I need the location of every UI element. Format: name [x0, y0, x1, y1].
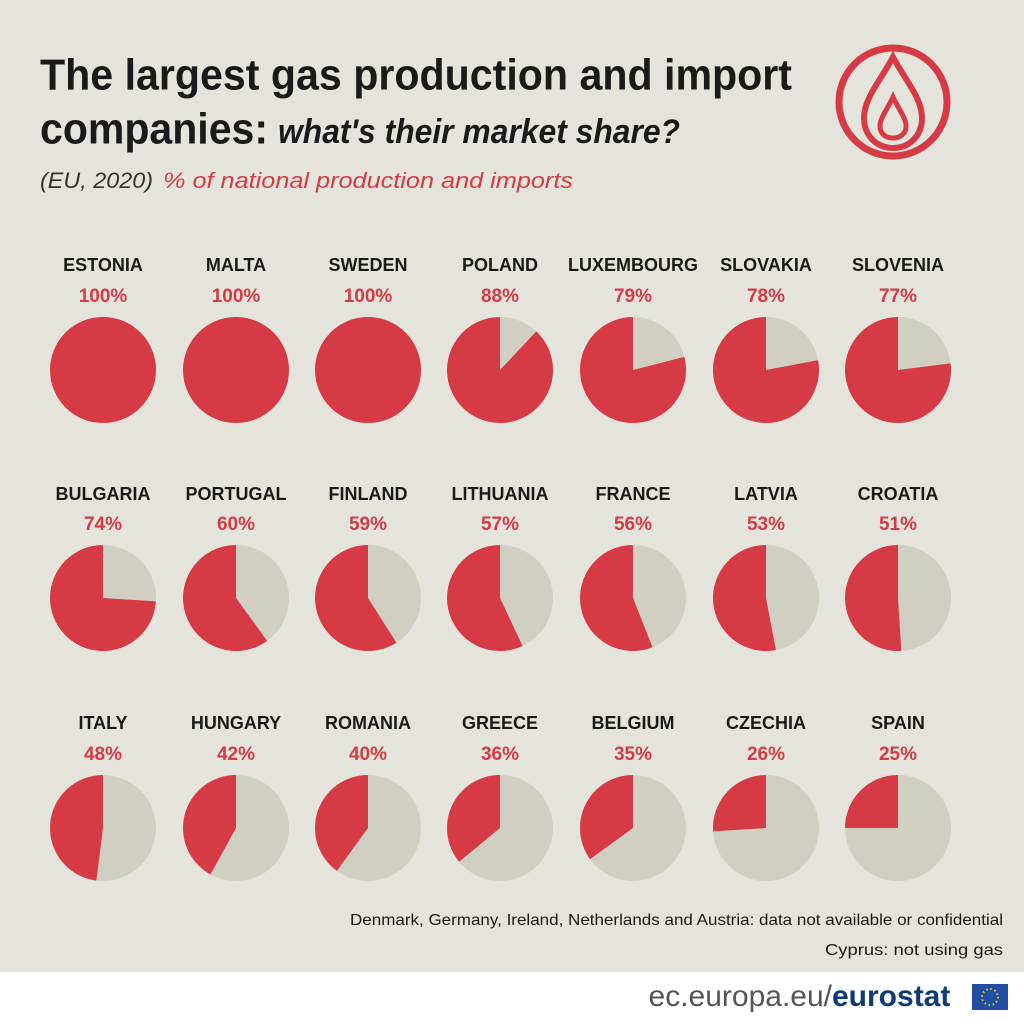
footer-band — [0, 972, 1024, 1024]
country-label: BELGIUM — [592, 713, 675, 733]
country-label: GREECE — [462, 713, 538, 733]
value-label: 88% — [481, 286, 519, 307]
value-label: 74% — [84, 514, 122, 535]
value-label: 79% — [614, 286, 652, 307]
country-label: LATVIA — [734, 484, 798, 504]
pie-slice — [315, 317, 421, 423]
value-label: 59% — [349, 514, 387, 535]
pie-slice — [183, 317, 289, 423]
pie-slice — [314, 775, 368, 871]
value-label: 35% — [614, 744, 652, 765]
subtitle-unit: % of national production and imports — [163, 168, 573, 193]
pie-slice — [50, 317, 156, 423]
title: companies: — [40, 105, 268, 154]
country-label: LITHUANIA — [452, 484, 549, 504]
country-label: POLAND — [462, 255, 538, 275]
value-label: 53% — [747, 514, 785, 535]
eu-flag — [972, 984, 1008, 1010]
pie-slice — [49, 545, 156, 651]
value-label: 48% — [84, 744, 122, 765]
country-label: BULGARIA — [56, 484, 151, 504]
pie-slice — [713, 545, 776, 651]
country-label: SLOVAKIA — [720, 255, 812, 275]
value-label: 51% — [879, 514, 917, 535]
pie-slice — [49, 775, 103, 881]
country-label: HUNGARY — [191, 713, 281, 733]
pie-slice — [579, 545, 653, 652]
value-label: 42% — [217, 744, 255, 765]
country-label: CROATIA — [858, 484, 939, 504]
country-label: SPAIN — [871, 713, 925, 733]
value-label: 36% — [481, 744, 519, 765]
pie-slice — [580, 775, 633, 860]
pie-slice — [713, 317, 819, 424]
country-label: LUXEMBOURG — [568, 255, 698, 275]
value-label: 100% — [212, 286, 261, 307]
value-label: 56% — [614, 514, 652, 535]
source-domain: ec.europa.eu/ — [649, 980, 833, 1013]
country-label: ITALY — [78, 713, 127, 733]
country-label: PORTUGAL — [186, 484, 287, 504]
source-name: eurostat — [832, 980, 950, 1013]
country-label: FINLAND — [329, 484, 408, 504]
country-label: CZECHIA — [726, 713, 806, 733]
title-question: what's their market share? — [278, 113, 680, 151]
pie-slice — [580, 317, 686, 423]
value-label: 26% — [747, 744, 785, 765]
value-label: 100% — [344, 286, 393, 307]
value-label: 57% — [481, 514, 519, 535]
pie-slice — [315, 545, 397, 652]
pie-slice — [713, 775, 766, 832]
flame-icon — [835, 44, 951, 160]
value-label: 25% — [879, 744, 917, 765]
note: Denmark, Germany, Ireland, Netherlands a… — [350, 912, 1003, 929]
subtitle: (EU, 2020) — [40, 168, 153, 193]
value-label: 60% — [217, 514, 255, 535]
pie-slice — [447, 775, 500, 862]
pie-slice — [182, 775, 236, 875]
country-label: SLOVENIA — [852, 255, 944, 275]
country-label: ESTONIA — [63, 255, 143, 275]
country-label: FRANCE — [596, 484, 671, 504]
pie-slice — [844, 317, 951, 423]
pie-slice — [446, 545, 523, 652]
pie-slice — [845, 775, 898, 828]
pie-slice — [183, 545, 268, 652]
pie-slice — [447, 316, 553, 424]
value-label: 100% — [79, 286, 128, 307]
country-label: SWEDEN — [328, 255, 407, 275]
note: Cyprus: not using gas — [825, 942, 1003, 959]
country-label: MALTA — [206, 255, 266, 275]
value-label: 40% — [349, 744, 387, 765]
pie-slice — [845, 545, 902, 651]
value-label: 78% — [747, 286, 785, 307]
title: The largest gas production and import — [40, 51, 792, 100]
country-label: ROMANIA — [325, 713, 411, 733]
value-label: 77% — [879, 286, 917, 307]
